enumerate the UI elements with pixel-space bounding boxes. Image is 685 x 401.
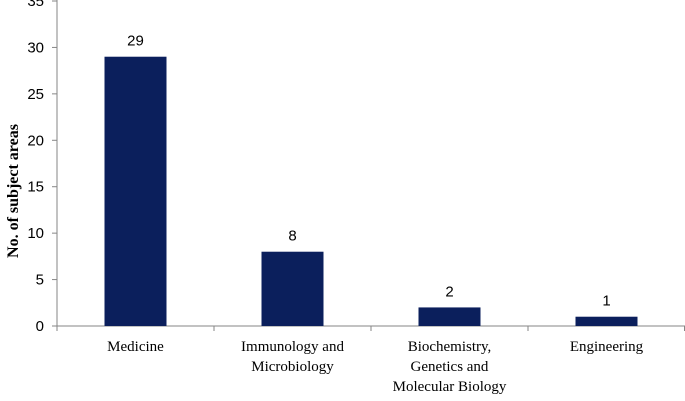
data-label: 8 (288, 228, 296, 245)
category-labels: Medicine Immunology and Microbiology Bioche… (107, 339, 643, 395)
y-tick-label: 10 (27, 225, 44, 242)
y-tick-label: 15 (27, 179, 44, 196)
x-axis (56, 325, 685, 331)
y-tick-label: 0 (36, 318, 44, 335)
category-label: Medicine (107, 339, 164, 355)
category-label: Immunology and Microbiology (241, 339, 344, 375)
bar (575, 316, 638, 326)
y-tick-label: 35 (27, 0, 44, 10)
bar (261, 251, 324, 326)
category-label: Biochemistry, Genetics and Molecular Biolo… (393, 339, 507, 395)
y-tick-label: 5 (36, 272, 44, 289)
data-label: 29 (127, 33, 144, 50)
data-label: 2 (445, 283, 453, 300)
y-axis-title: No. of subject areas (5, 124, 22, 258)
y-tick-label: 30 (27, 39, 44, 56)
data-label: 1 (602, 293, 610, 310)
bars (104, 56, 638, 326)
category-label: Engineering (570, 339, 644, 355)
y-tick-label: 20 (27, 132, 44, 149)
y-axis: 0 5 10 15 20 25 30 35 (27, 0, 58, 335)
data-labels: 29 8 2 1 (127, 33, 611, 310)
y-tick-label: 25 (27, 86, 44, 103)
bar (104, 56, 167, 326)
bar (418, 307, 481, 326)
